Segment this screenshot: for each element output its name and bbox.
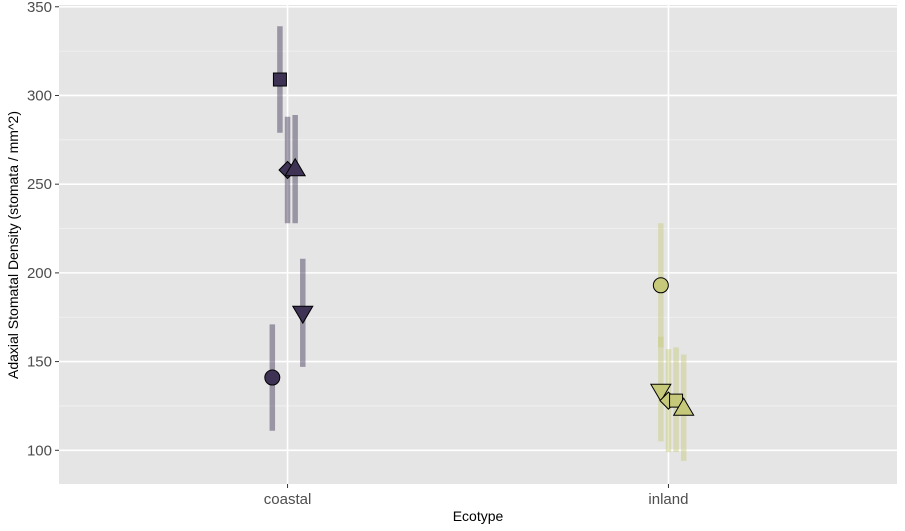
y-tick-label: 300 [27, 87, 52, 104]
data-point-coastal-circle [264, 369, 281, 386]
x-tick-label-coastal: coastal [264, 491, 312, 508]
data-point-coastal-triangle-down [291, 305, 314, 325]
x-tick-label-inland: inland [648, 491, 688, 508]
data-point-inland-triangle-down [649, 383, 672, 403]
x-axis-title: Ecotype [453, 508, 504, 524]
x-axis: coastal inland [264, 484, 688, 508]
y-tick-label: 150 [27, 354, 52, 371]
data-point-coastal-square [272, 72, 287, 87]
y-tick-label: 100 [27, 442, 52, 459]
y-axis: 100 150 200 250 300 350 [27, 0, 59, 459]
data-point-inland-circle [652, 277, 669, 294]
data-points [264, 72, 695, 416]
y-tick-label: 250 [27, 176, 52, 193]
data-point-coastal-triangle-up [284, 157, 307, 177]
y-axis-title: Adaxial Stomatal Density (stomata / mm^2… [5, 111, 21, 379]
data-point-inland-triangle-up [672, 397, 695, 416]
y-tick-label: 200 [27, 265, 52, 282]
panel-background [59, 5, 897, 484]
y-tick-label: 350 [27, 0, 52, 16]
